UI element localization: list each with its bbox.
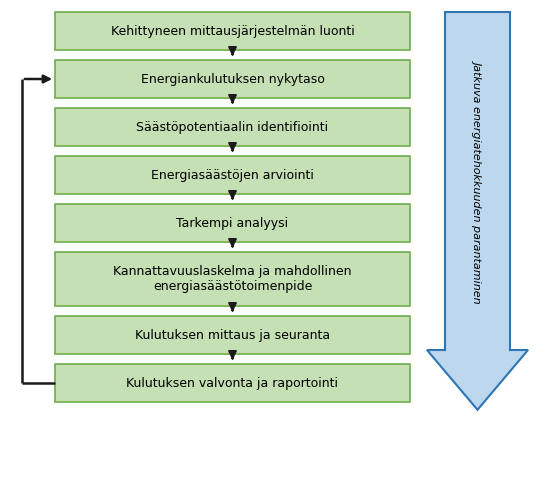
FancyBboxPatch shape — [55, 156, 410, 194]
FancyBboxPatch shape — [55, 12, 410, 50]
FancyBboxPatch shape — [55, 204, 410, 242]
Text: Kulutuksen mittaus ja seuranta: Kulutuksen mittaus ja seuranta — [135, 329, 330, 341]
Text: Tarkempi analyysi: Tarkempi analyysi — [176, 216, 289, 229]
Text: Kehittyneen mittausjärjestelmän luonti: Kehittyneen mittausjärjestelmän luonti — [111, 25, 354, 37]
FancyBboxPatch shape — [55, 60, 410, 98]
FancyBboxPatch shape — [55, 316, 410, 354]
Text: Säästöpotentiaalin identifiointi: Säästöpotentiaalin identifiointi — [137, 121, 328, 133]
FancyBboxPatch shape — [55, 364, 410, 402]
Text: Jatkuva energiatehokkuuden parantaminen: Jatkuva energiatehokkuuden parantaminen — [473, 60, 483, 302]
Text: Kulutuksen valvonta ja raportointi: Kulutuksen valvonta ja raportointi — [126, 376, 339, 390]
FancyBboxPatch shape — [55, 252, 410, 306]
Text: Kannattavuuslaskelma ja mahdollinen
energiasäästötoimenpide: Kannattavuuslaskelma ja mahdollinen ener… — [113, 265, 352, 293]
FancyBboxPatch shape — [55, 108, 410, 146]
Text: Energiasäästöjen arviointi: Energiasäästöjen arviointi — [151, 168, 314, 182]
Polygon shape — [427, 12, 528, 410]
Text: Energiankulutuksen nykytaso: Energiankulutuksen nykytaso — [141, 72, 324, 86]
